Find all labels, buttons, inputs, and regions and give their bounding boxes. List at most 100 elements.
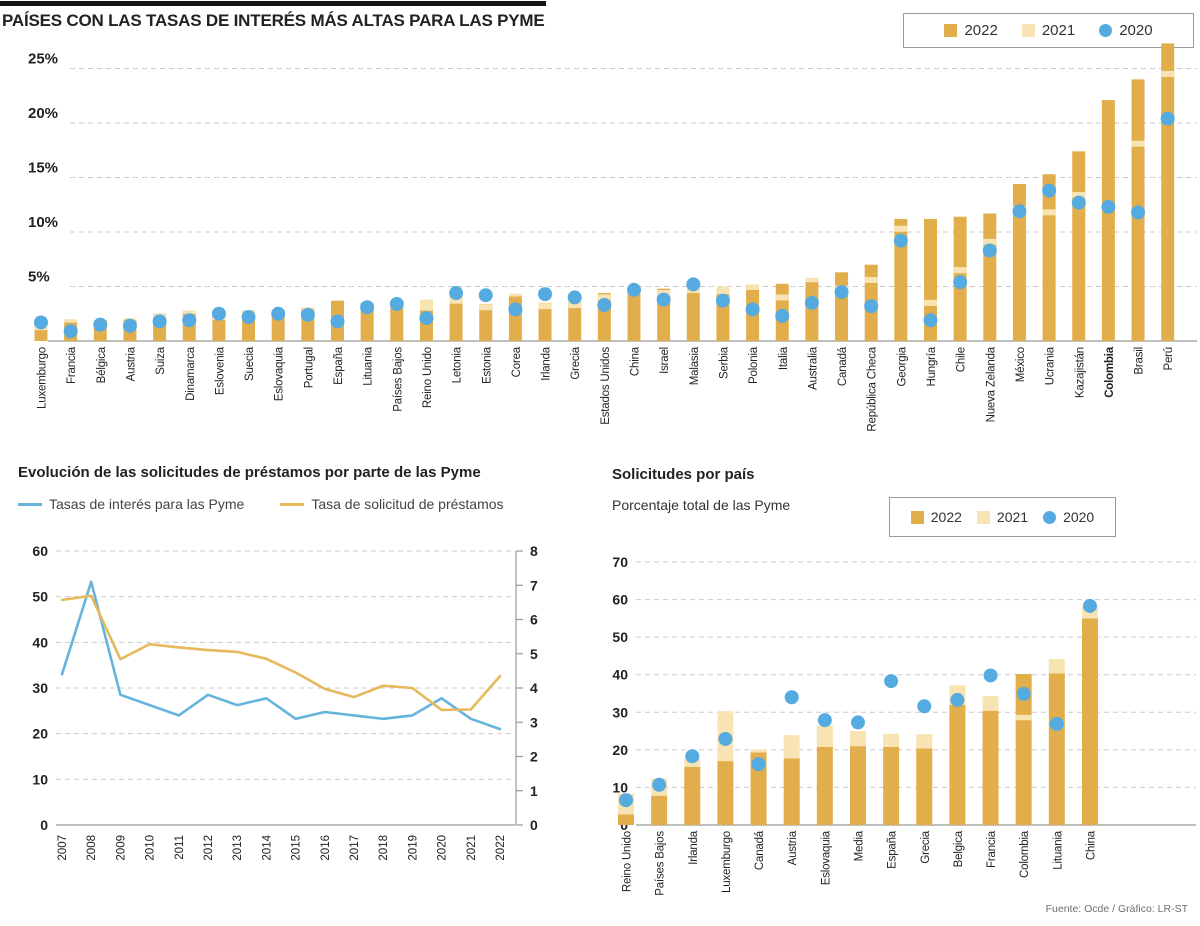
category-label: Malasia <box>689 346 701 385</box>
bar-2022 <box>1042 174 1056 341</box>
category-label: Francia <box>66 346 78 384</box>
bar-2022 <box>805 282 819 341</box>
dot-2020 <box>241 310 256 325</box>
bar-2021-band <box>449 297 463 304</box>
category-label: España <box>333 346 345 385</box>
line-chart: 0 10 20 30 40 50 60 0 1 2 3 4 5 6 7 8 2007 2008 2009 2010 20… <box>32 543 538 861</box>
dot-2020 <box>34 315 48 330</box>
dot-2020 <box>1131 205 1146 220</box>
bar-2021 <box>508 293 522 297</box>
bar-2021-band <box>1042 209 1056 216</box>
bar-2021 <box>849 731 866 747</box>
category-label: Eslovaquia <box>274 346 286 401</box>
dot-2020 <box>152 314 167 329</box>
category-label: Dinamarca <box>185 346 197 401</box>
bar-2022 <box>894 218 908 341</box>
bar-2021-band <box>1161 70 1175 77</box>
legend-label-2022: 2022 <box>930 509 962 525</box>
category-label: Israel <box>659 347 671 374</box>
category-label: Colombia <box>1019 830 1031 878</box>
legend-item-2021: 2021 <box>1021 22 1075 39</box>
bar-2022 <box>390 300 404 341</box>
legend-label-2021: 2021 <box>996 509 1029 525</box>
right-tick-label: 0 <box>530 817 538 833</box>
dot-2020 <box>508 302 523 317</box>
dot-2020 <box>775 308 790 323</box>
legend-item-solicitud: Tasa de solicitud de préstamos <box>280 496 504 512</box>
legend-swatch-2022 <box>944 24 958 37</box>
legend-item-2022: 2022 <box>910 509 962 525</box>
right-tick-label: 8 <box>530 543 538 559</box>
legend-top-chart: 2022 2021 2020 <box>903 13 1194 48</box>
category-label: Georgia <box>896 346 908 386</box>
top-bar-chart: 5% 10% 15% 20% 25% Luxemburgo Francia Bélgica Au… <box>28 43 1197 432</box>
dot-2020 <box>1042 183 1057 198</box>
bar-2021 <box>1048 658 1065 674</box>
right-tick-label: 4 <box>530 680 538 696</box>
bar-2022 <box>627 294 641 341</box>
category-label: Italia <box>778 346 790 370</box>
dot-2020 <box>93 317 108 332</box>
dot-2020 <box>982 243 997 258</box>
category-label: Serbia <box>718 346 730 379</box>
dot-2020 <box>182 313 197 328</box>
bar-2022 <box>717 761 734 825</box>
bar-2022 <box>449 297 463 341</box>
category-label: Colombia <box>1104 346 1116 398</box>
legend-swatch-2020 <box>1099 24 1113 37</box>
category-label: Lituania <box>363 346 375 385</box>
bar-2021 <box>916 734 933 749</box>
y-tick-label: 15% <box>28 160 58 177</box>
bar-2022 <box>1012 184 1026 341</box>
bar-2021 <box>783 735 800 759</box>
left-tick-label: 10 <box>32 771 48 787</box>
category-label: Brasil <box>1134 347 1146 375</box>
category-label: Kazajistán <box>1074 347 1086 398</box>
bar-2021-band <box>538 303 552 310</box>
left-tick-label: 60 <box>32 543 48 559</box>
year-label: 2009 <box>115 835 127 861</box>
dot-2020 <box>718 731 733 746</box>
dot-2020 <box>751 757 766 772</box>
bar-2022 <box>1048 673 1065 825</box>
dot-2020 <box>1160 111 1175 126</box>
dot-2020 <box>1071 195 1086 210</box>
dot-2020 <box>715 293 730 308</box>
category-label: Países Bajos <box>392 347 404 412</box>
category-label: Australia <box>807 346 819 390</box>
y-tick-label: 20 <box>612 742 628 758</box>
category-label: México <box>1015 347 1027 382</box>
right-tick-label: 3 <box>530 714 538 730</box>
category-label: Perú <box>1163 347 1175 371</box>
bar-2021-band <box>1015 714 1032 721</box>
right-tick-label: 7 <box>530 577 538 593</box>
bar-2022 <box>1081 618 1098 825</box>
dot-2020 <box>685 749 700 764</box>
bar-2022 <box>34 330 48 341</box>
legend-item-2020: 2020 <box>1099 22 1153 39</box>
year-label: 2008 <box>86 835 98 861</box>
dot-2020 <box>597 298 612 313</box>
dot-2020 <box>953 275 968 290</box>
dot-2020 <box>619 793 633 808</box>
dot-2020 <box>478 288 493 303</box>
dot-2020 <box>1082 598 1097 613</box>
category-label: Bélgica <box>96 346 108 383</box>
legend-swatch-2020 <box>1043 510 1057 524</box>
category-label: España <box>887 830 899 869</box>
category-label: Eslovenia <box>214 346 226 395</box>
dot-2020 <box>923 313 938 328</box>
right-chart-subtitle: Porcentaje total de las Pyme <box>612 497 791 513</box>
legend-right-chart: 2022 2021 2020 <box>889 497 1116 537</box>
bar-2021-band <box>568 302 582 309</box>
category-label: Estados Unidos <box>600 347 612 425</box>
year-label: 2017 <box>349 835 361 861</box>
category-label: Hungría <box>926 346 938 386</box>
bar-2021-band <box>924 299 937 306</box>
year-label: 2014 <box>261 834 273 860</box>
legend-line-chart: Tasas de interés para las Pyme Tasa de s… <box>18 496 504 512</box>
dot-2020 <box>63 324 78 339</box>
bar-2021 <box>816 725 833 747</box>
